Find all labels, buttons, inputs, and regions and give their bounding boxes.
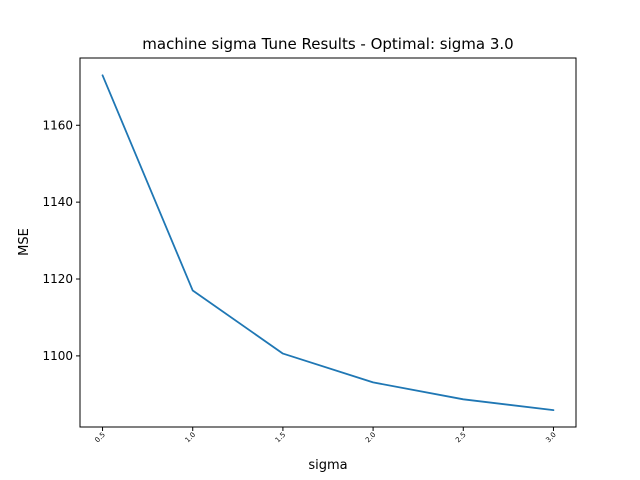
series-layer <box>101 74 555 411</box>
y-axis: 1100 1120 1140 1160 <box>42 118 80 363</box>
y-tick-label: 1100 <box>42 349 73 363</box>
y-tick-label: 1140 <box>42 195 73 209</box>
plot-frame <box>79 57 577 428</box>
y-tick-label: 1120 <box>42 272 73 286</box>
x-axis-label: sigma <box>308 458 347 473</box>
y-tick-label: 1160 <box>42 118 73 132</box>
y-axis-label: MSE <box>17 228 32 256</box>
series-line <box>101 74 555 411</box>
chart-title: machine sigma Tune Results - Optimal: si… <box>142 35 513 53</box>
